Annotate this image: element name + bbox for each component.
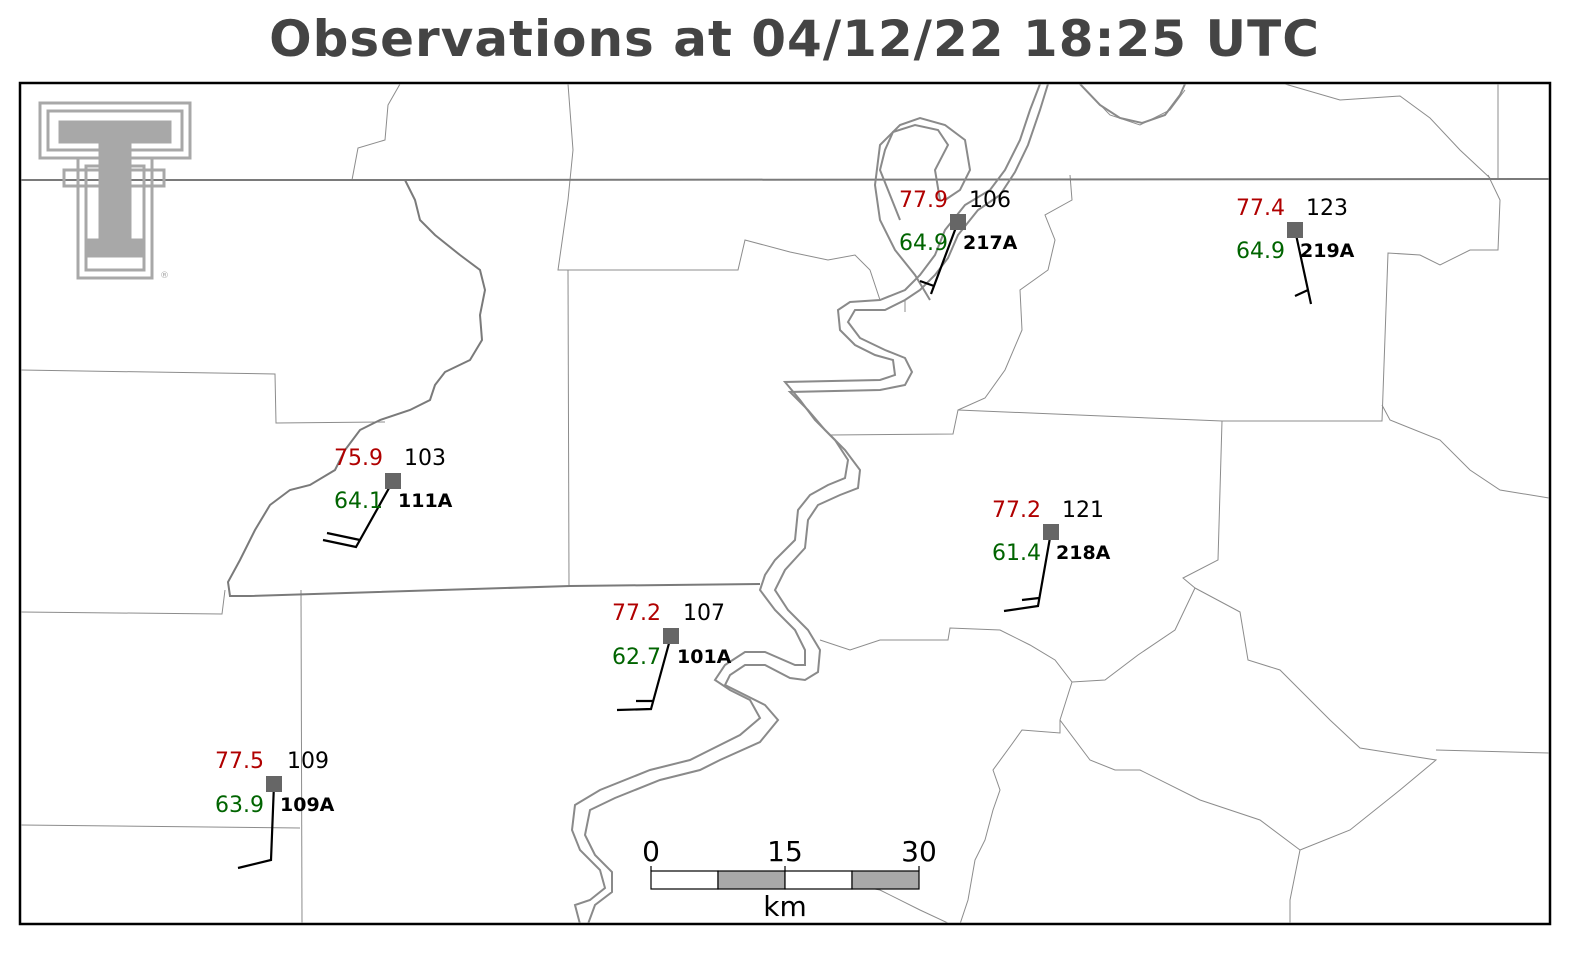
texas-tech-double-t-logo: [38, 101, 192, 280]
station-marker: [266, 776, 282, 792]
scale-tick-label: 15: [767, 835, 803, 868]
scale-bar: 0 15 30 km: [642, 835, 937, 923]
wind-barb: [616, 635, 673, 712]
wind-barb: [919, 221, 960, 295]
basemap: [21, 84, 1549, 923]
dewpoint-label: 63.9: [215, 793, 264, 818]
scale-segment: [851, 870, 920, 890]
state-boundaries: [21, 178, 1549, 597]
station-marker: [1287, 222, 1303, 238]
station-id-label: 101A: [677, 646, 732, 668]
station-101A[interactable]: 77.2 107 62.7 101A: [612, 601, 732, 712]
scale-segment: [650, 870, 719, 890]
dewpoint-label: 61.4: [992, 541, 1041, 566]
county-boundaries: [21, 84, 1549, 923]
map-title: Observations at 04/12/22 18:25 UTC: [269, 10, 1320, 68]
station-marker: [1043, 524, 1059, 540]
station-217A[interactable]: 77.9 106 64.9 217A: [899, 188, 1018, 295]
station-value-label: 121: [1062, 498, 1104, 523]
station-value-label: 103: [404, 446, 446, 471]
scale-unit-label: km: [763, 890, 807, 923]
station-marker: [950, 214, 966, 230]
scale-tick-label: 0: [642, 835, 660, 868]
station-value-label: 109: [287, 749, 329, 774]
station-218A[interactable]: 77.2 121 61.4 218A: [992, 498, 1111, 613]
station-219A[interactable]: 77.4 123 64.9 219A: [1236, 196, 1355, 305]
temperature-label: 75.9: [334, 446, 383, 471]
station-id-label: 111A: [398, 490, 453, 512]
temperature-label: 77.2: [992, 498, 1041, 523]
temperature-label: 77.2: [612, 601, 661, 626]
dewpoint-label: 64.9: [899, 231, 948, 256]
scale-segment: [717, 870, 786, 890]
temperature-label: 77.9: [899, 188, 948, 213]
scale-segment: [784, 870, 853, 890]
station-id-label: 109A: [280, 794, 335, 816]
scale-tick-label: 30: [901, 835, 937, 868]
dewpoint-label: 62.7: [612, 645, 661, 670]
station-id-label: 217A: [963, 232, 1018, 254]
dewpoint-label: 64.9: [1236, 239, 1285, 264]
registered-mark: ®: [160, 271, 169, 281]
station-111A[interactable]: 75.9 103 64.1 111A: [322, 446, 453, 549]
station-marker: [663, 628, 679, 644]
station-value-label: 107: [683, 601, 725, 626]
wind-barb: [237, 783, 276, 870]
station-marker: [385, 473, 401, 489]
dewpoint-label: 64.1: [334, 489, 383, 514]
station-id-label: 219A: [1300, 240, 1355, 262]
wind-barb: [1293, 229, 1313, 305]
station-id-label: 218A: [1056, 542, 1111, 564]
station-109A[interactable]: 77.5 109 63.9 109A: [215, 749, 335, 870]
rivers: [570, 84, 1186, 923]
temperature-label: 77.5: [215, 749, 264, 774]
wind-barb: [322, 480, 394, 549]
station-value-label: 106: [969, 188, 1011, 213]
wind-barb: [1003, 531, 1053, 613]
station-value-label: 123: [1306, 196, 1348, 221]
temperature-label: 77.4: [1236, 196, 1285, 221]
